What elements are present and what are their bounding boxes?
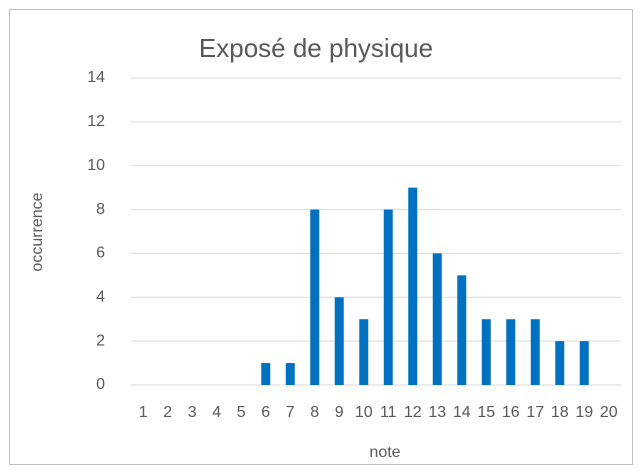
x-tick-label: 1 — [139, 404, 148, 421]
x-tick-label: 10 — [355, 404, 373, 421]
y-tick-label: 10 — [87, 157, 105, 174]
bar — [359, 319, 369, 385]
x-tick-label: 2 — [163, 404, 172, 421]
x-tick-label: 15 — [477, 404, 495, 421]
bar — [579, 341, 589, 385]
x-tick-label: 3 — [188, 404, 197, 421]
x-tick-label: 6 — [261, 404, 270, 421]
x-tick-label: 9 — [335, 404, 344, 421]
y-tick-label: 12 — [87, 113, 105, 130]
bar — [481, 319, 491, 385]
x-tick-label: 8 — [310, 404, 319, 421]
bar — [432, 253, 442, 385]
chart-title: Exposé de physique — [199, 33, 433, 63]
x-tick-label: 18 — [551, 404, 569, 421]
y-tick-label: 4 — [96, 289, 105, 306]
x-tick-label: 11 — [380, 404, 397, 421]
x-tick-label: 19 — [575, 404, 593, 421]
x-tick-label: 20 — [600, 404, 618, 421]
x-tick-label: 12 — [404, 404, 422, 421]
x-tick-label: 14 — [453, 404, 471, 421]
bar — [457, 275, 467, 385]
x-tick-label: 16 — [502, 404, 520, 421]
bar — [506, 319, 516, 385]
bar — [530, 319, 540, 385]
y-tick-label: 6 — [96, 245, 105, 262]
bar — [555, 341, 565, 385]
bar — [261, 363, 271, 385]
bar — [383, 209, 393, 385]
bar — [408, 187, 418, 385]
bar — [310, 209, 320, 385]
y-tick-label: 14 — [87, 69, 105, 86]
x-tick-label: 5 — [237, 404, 246, 421]
chart-border — [9, 9, 633, 465]
y-tick-label: 0 — [96, 376, 105, 393]
y-tick-label: 2 — [96, 332, 105, 349]
x-tick-label: 17 — [526, 404, 544, 421]
x-tick-label: 13 — [428, 404, 446, 421]
y-axis-title: occurrence — [29, 192, 46, 271]
x-tick-label: 7 — [286, 404, 295, 421]
x-tick-label: 4 — [212, 404, 221, 421]
y-tick-label: 8 — [96, 201, 105, 218]
x-axis-title: note — [369, 444, 400, 461]
bar — [334, 297, 344, 385]
bar — [285, 363, 295, 385]
